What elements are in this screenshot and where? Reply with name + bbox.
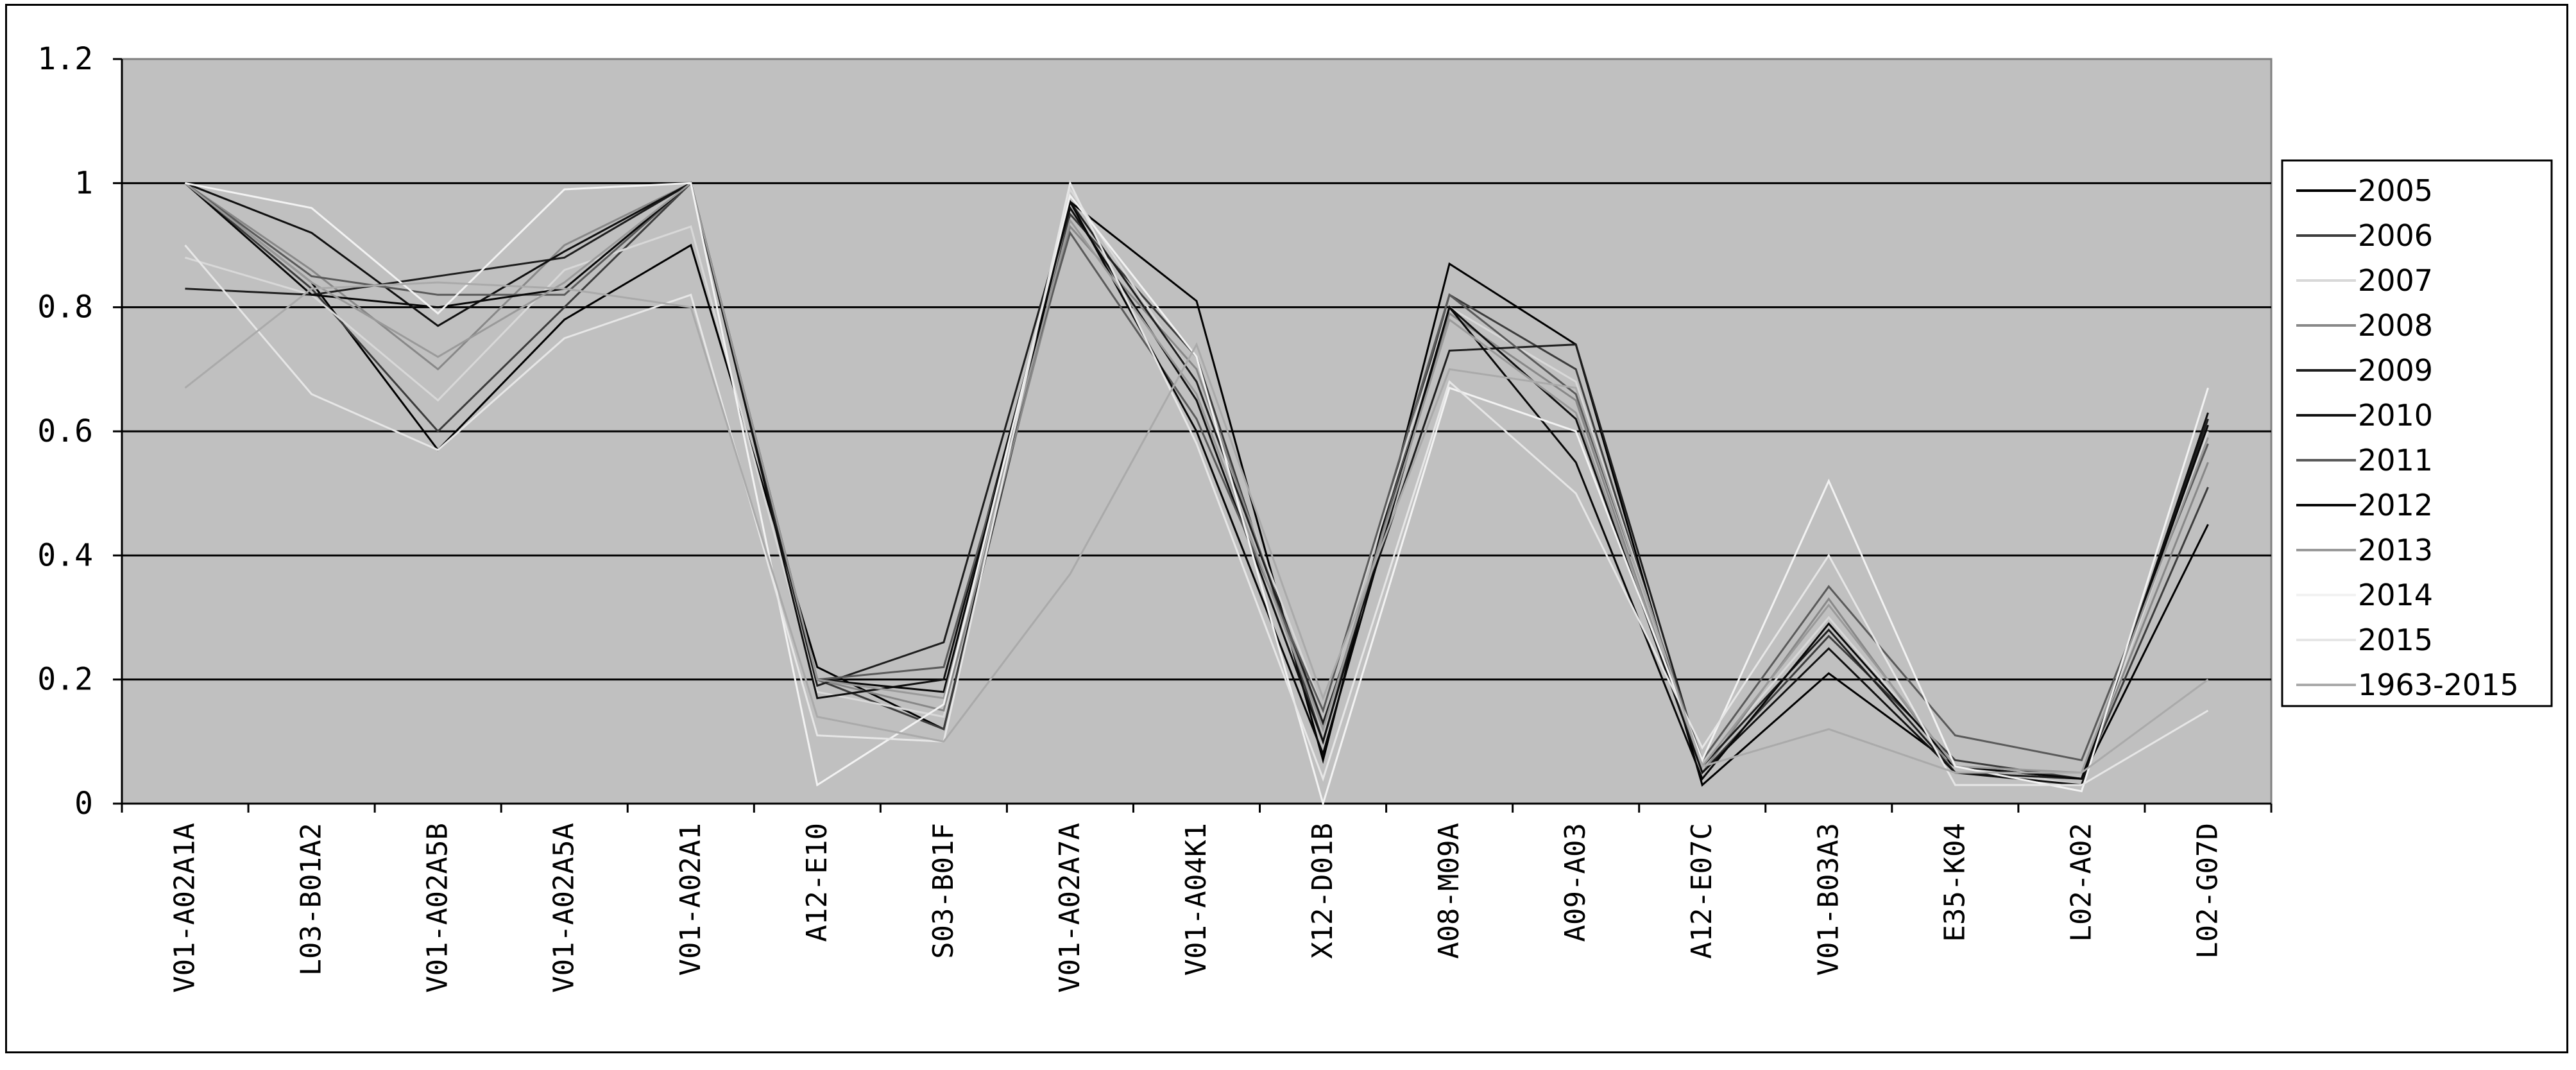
x-tick-label: L02-A02 bbox=[2065, 823, 2097, 942]
series-line-2015 bbox=[184, 180, 2209, 786]
legend-label: 2011 bbox=[2358, 443, 2433, 478]
series-line-2009 bbox=[185, 181, 2209, 780]
y-tick-label: 1.2 bbox=[37, 41, 93, 77]
y-tick-label: 0 bbox=[74, 786, 93, 822]
legend-label: 2010 bbox=[2358, 398, 2433, 433]
x-tick-label: E35-K04 bbox=[1938, 823, 1971, 942]
legend-label: 2008 bbox=[2358, 308, 2433, 343]
x-tick-label: V01-A02A5B bbox=[422, 823, 454, 993]
x-tick-label: V01-A02A1 bbox=[674, 823, 707, 976]
x-tick-label: A12-E07C bbox=[1685, 823, 1718, 959]
x-tick-label: S03-B01F bbox=[927, 823, 960, 959]
legend-label: 2012 bbox=[2358, 488, 2433, 522]
legend-label: 2005 bbox=[2358, 173, 2433, 208]
series-line-1963-2015 bbox=[184, 281, 2209, 774]
x-tick-label: V01-A04K1 bbox=[1180, 823, 1213, 976]
legend-label: 2013 bbox=[2358, 533, 2433, 567]
legend-label: 2007 bbox=[2358, 263, 2433, 298]
series-line-2014 bbox=[185, 182, 2209, 807]
y-tick-label: 1 bbox=[74, 165, 93, 201]
x-tick-label: L03-B01A2 bbox=[295, 823, 328, 976]
series-line-2013 bbox=[184, 181, 2209, 774]
y-tick-label: 0.8 bbox=[37, 289, 93, 325]
series-line-2012 bbox=[184, 181, 2209, 781]
legend: 2005 2006 2007 2008 2009 2010 2011 2012 2013 2014… bbox=[2281, 159, 2553, 707]
x-tick-label: V01-A02A1A bbox=[169, 823, 201, 993]
x-tick-label: V01-A02A7A bbox=[1053, 823, 1086, 993]
x-tick-label: X12-D01B bbox=[1306, 823, 1339, 959]
legend-label: 1963-2015 bbox=[2358, 668, 2519, 702]
y-tick-label: 0.4 bbox=[37, 537, 93, 573]
series-line-2010 bbox=[184, 182, 2209, 786]
series-line-2005 bbox=[184, 182, 2209, 787]
x-tick-label: V01-B03A3 bbox=[1812, 823, 1845, 976]
x-tick-label: A09-A03 bbox=[1559, 823, 1592, 942]
series-lines bbox=[184, 180, 2209, 807]
x-tick-label: L02-G07D bbox=[2191, 823, 2224, 959]
axes: 0 0.2 0.4 0.6 0.8 1 1.2 V01-A02A1A L03-B01A2 V01-… bbox=[37, 41, 2273, 993]
legend-label: 2006 bbox=[2358, 218, 2433, 253]
legend-box bbox=[2281, 159, 2553, 707]
legend-label: 2009 bbox=[2358, 353, 2433, 388]
x-tick-label: A12-E10 bbox=[801, 823, 833, 942]
legend-label: 2015 bbox=[2358, 623, 2433, 657]
x-tick-label: A08-M09A bbox=[1433, 823, 1465, 959]
x-tick-label: V01-A02A5A bbox=[548, 823, 581, 993]
legend-label: 2014 bbox=[2358, 578, 2433, 612]
y-tick-label: 0.6 bbox=[37, 413, 93, 449]
y-tick-label: 0.2 bbox=[37, 662, 93, 698]
